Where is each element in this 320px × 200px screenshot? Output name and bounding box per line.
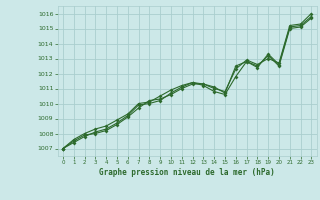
X-axis label: Graphe pression niveau de la mer (hPa): Graphe pression niveau de la mer (hPa) [99, 168, 275, 177]
